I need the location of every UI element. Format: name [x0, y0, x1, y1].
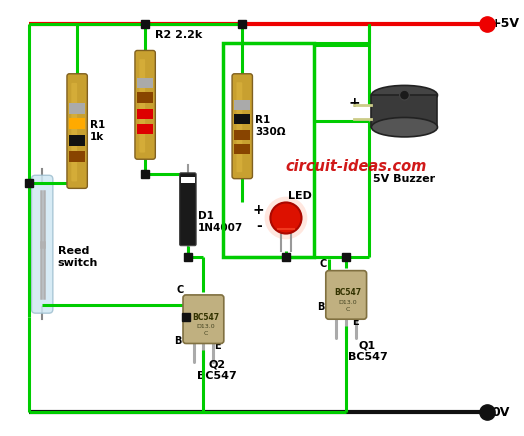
Bar: [69, 118, 85, 129]
Bar: [137, 109, 153, 119]
FancyBboxPatch shape: [236, 82, 242, 172]
FancyBboxPatch shape: [139, 59, 145, 153]
Text: -: -: [351, 114, 357, 128]
FancyBboxPatch shape: [31, 175, 53, 313]
Text: BC547: BC547: [334, 288, 362, 297]
Text: Q2
BC547: Q2 BC547: [197, 360, 237, 382]
Bar: [234, 144, 250, 154]
Text: R1
1k: R1 1k: [90, 120, 105, 142]
Text: C: C: [203, 331, 208, 336]
Bar: [137, 123, 153, 134]
Circle shape: [270, 202, 301, 234]
Text: D13.0: D13.0: [196, 324, 215, 329]
Text: LED: LED: [288, 191, 312, 201]
Text: circuit-ideas.com: circuit-ideas.com: [285, 159, 427, 174]
Circle shape: [265, 197, 308, 239]
FancyBboxPatch shape: [67, 74, 88, 188]
Text: R2 2.2k: R2 2.2k: [155, 31, 202, 41]
Text: Reed
switch: Reed switch: [58, 246, 98, 268]
Text: +: +: [348, 96, 360, 110]
Text: C: C: [346, 307, 351, 312]
Circle shape: [400, 90, 409, 100]
FancyBboxPatch shape: [183, 295, 224, 344]
Text: R1
330Ω: R1 330Ω: [255, 116, 286, 137]
Bar: [223, 43, 314, 257]
Text: BC547: BC547: [192, 313, 219, 322]
Text: +5V: +5V: [491, 17, 520, 30]
Text: C: C: [319, 259, 326, 269]
Bar: [137, 92, 153, 103]
Text: -: -: [256, 219, 261, 233]
Bar: [234, 100, 250, 110]
FancyBboxPatch shape: [180, 173, 196, 245]
Ellipse shape: [372, 117, 438, 137]
Bar: [69, 151, 85, 162]
Text: D1
1N4007: D1 1N4007: [198, 211, 243, 233]
Text: C: C: [177, 285, 184, 295]
Text: E: E: [353, 317, 359, 327]
FancyBboxPatch shape: [135, 51, 155, 159]
Text: B: B: [317, 302, 324, 312]
Bar: [234, 130, 250, 140]
Ellipse shape: [372, 85, 438, 105]
Bar: [69, 136, 85, 146]
Bar: [69, 102, 85, 113]
Text: Q1
BC547: Q1 BC547: [347, 340, 387, 362]
FancyBboxPatch shape: [326, 271, 367, 319]
Text: D13.0: D13.0: [339, 300, 357, 305]
Bar: [137, 78, 153, 88]
FancyBboxPatch shape: [71, 83, 77, 181]
Text: B: B: [174, 336, 182, 346]
Bar: [234, 114, 250, 124]
Text: 5V Buzzer: 5V Buzzer: [374, 174, 435, 184]
Text: +: +: [253, 203, 265, 217]
Text: E: E: [214, 341, 220, 351]
FancyBboxPatch shape: [232, 74, 253, 179]
Bar: [372, 95, 438, 127]
Text: 0V: 0V: [491, 406, 509, 419]
Bar: [181, 177, 195, 183]
